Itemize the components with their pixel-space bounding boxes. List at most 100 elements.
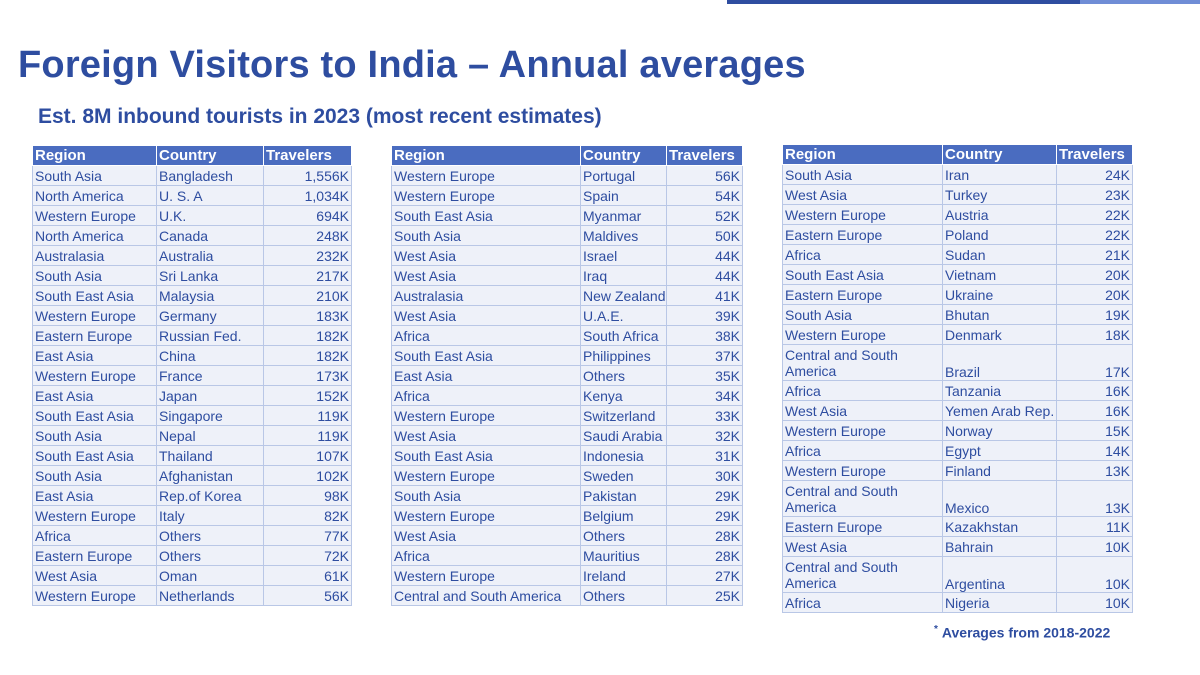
travelers-cell: 13K <box>1056 480 1133 517</box>
region-cell: South East Asia <box>391 345 581 366</box>
travelers-cell: 52K <box>666 205 743 226</box>
travelers-cell: 34K <box>666 385 743 406</box>
country-cell: Australia <box>156 245 264 266</box>
table-row: South Asia Bhutan 19K <box>782 304 1133 325</box>
table-row: West Asia Saudi Arabia 32K <box>391 425 743 446</box>
country-header: Country <box>156 145 264 166</box>
region-cell: Western Europe <box>32 205 157 226</box>
table-row: South East Asia Singapore 119K <box>32 405 352 426</box>
country-cell: Ukraine <box>942 284 1057 305</box>
table-body: South Asia Iran 24K West Asia Turkey 23K Weste… <box>782 164 1133 613</box>
travelers-cell: 50K <box>666 225 743 246</box>
table-row: South Asia Pakistan 29K <box>391 485 743 506</box>
country-cell: Others <box>580 585 667 606</box>
travelers-cell: 56K <box>263 585 352 606</box>
country-cell: Malaysia <box>156 285 264 306</box>
table-row: Africa South Africa 38K <box>391 325 743 346</box>
table-row: Africa Mauritius 28K <box>391 545 743 566</box>
travelers-cell: 77K <box>263 525 352 546</box>
table-row: Africa Kenya 34K <box>391 385 743 406</box>
region-cell: Australasia <box>391 285 581 306</box>
region-cell: Eastern Europe <box>782 284 943 305</box>
country-cell: Philippines <box>580 345 667 366</box>
table-row: Western Europe Switzerland 33K <box>391 405 743 426</box>
travelers-cell: 38K <box>666 325 743 346</box>
table-row: Africa Tanzania 16K <box>782 380 1133 401</box>
table-row: South Asia Iran 24K <box>782 164 1133 185</box>
country-cell: U.K. <box>156 205 264 226</box>
table-row: West Asia Iraq 44K <box>391 265 743 286</box>
header-row: Region Country Travelers <box>782 144 1133 165</box>
travelers-cell: 11K <box>1056 516 1133 537</box>
country-cell: Austria <box>942 204 1057 225</box>
page-title: Foreign Visitors to India – Annual avera… <box>18 44 806 86</box>
region-cell: East Asia <box>391 365 581 386</box>
region-cell: Africa <box>782 592 943 613</box>
travelers-cell: 21K <box>1056 244 1133 265</box>
table-row: Central and South America Brazil 17K <box>782 344 1133 381</box>
region-cell: East Asia <box>32 485 157 506</box>
region-cell: South Asia <box>391 225 581 246</box>
travelers-cell: 56K <box>666 165 743 186</box>
travelers-cell: 183K <box>263 305 352 326</box>
travelers-cell: 24K <box>1056 164 1133 185</box>
region-cell: Eastern Europe <box>782 516 943 537</box>
travelers-header: Travelers <box>1056 144 1133 165</box>
table-row: Australasia New Zealand 41K <box>391 285 743 306</box>
country-cell: Japan <box>156 385 264 406</box>
travelers-cell: 1,034K <box>263 185 352 206</box>
region-cell: West Asia <box>391 425 581 446</box>
travelers-header: Travelers <box>666 145 743 166</box>
country-cell: Others <box>580 365 667 386</box>
table-row: Western Europe Denmark 18K <box>782 324 1133 345</box>
country-cell: Tanzania <box>942 380 1057 401</box>
region-cell: South Asia <box>32 425 157 446</box>
country-cell: Bangladesh <box>156 165 264 186</box>
country-cell: Israel <box>580 245 667 266</box>
page-subtitle: Est. 8M inbound tourists in 2023 (most r… <box>38 105 602 128</box>
table-row: Western Europe Germany 183K <box>32 305 352 326</box>
region-cell: West Asia <box>391 525 581 546</box>
travelers-cell: 20K <box>1056 264 1133 285</box>
travelers-cell: 232K <box>263 245 352 266</box>
region-cell: West Asia <box>391 305 581 326</box>
travelers-cell: 41K <box>666 285 743 306</box>
region-cell: Western Europe <box>391 465 581 486</box>
country-cell: Nigeria <box>942 592 1057 613</box>
region-cell: Western Europe <box>391 405 581 426</box>
footnote-text: Averages from 2018-2022 <box>941 624 1111 641</box>
region-cell: Africa <box>391 385 581 406</box>
table-row: South Asia Bangladesh 1,556K <box>32 165 352 186</box>
table-row: North America Canada 248K <box>32 225 352 246</box>
travelers-cell: 102K <box>263 465 352 486</box>
table-row: East Asia Japan 152K <box>32 385 352 406</box>
table-row: North America U. S. A 1,034K <box>32 185 352 206</box>
table-row: West Asia Others 28K <box>391 525 743 546</box>
region-cell: Western Europe <box>782 460 943 481</box>
country-cell: Kazakhstan <box>942 516 1057 537</box>
table-row: East Asia Others 35K <box>391 365 743 386</box>
region-cell: Western Europe <box>391 565 581 586</box>
travelers-cell: 152K <box>263 385 352 406</box>
travelers-cell: 29K <box>666 485 743 506</box>
travelers-header: Travelers <box>263 145 352 166</box>
region-cell: Africa <box>782 440 943 461</box>
travelers-cell: 61K <box>263 565 352 586</box>
travelers-cell: 30K <box>666 465 743 486</box>
table-row: Central and South America Mexico 13K <box>782 480 1133 517</box>
travelers-cell: 54K <box>666 185 743 206</box>
table-row: Australasia Australia 232K <box>32 245 352 266</box>
travelers-cell: 25K <box>666 585 743 606</box>
country-cell: Sri Lanka <box>156 265 264 286</box>
table-row: South East Asia Myanmar 52K <box>391 205 743 226</box>
travelers-cell: 98K <box>263 485 352 506</box>
travelers-cell: 10K <box>1056 592 1133 613</box>
table-row: Western Europe Sweden 30K <box>391 465 743 486</box>
region-cell: Western Europe <box>391 165 581 186</box>
table-row: South East Asia Philippines 37K <box>391 345 743 366</box>
table-row: South Asia Afghanistan 102K <box>32 465 352 486</box>
travelers-cell: 17K <box>1056 344 1133 381</box>
travelers-cell: 182K <box>263 345 352 366</box>
table-row: South Asia Sri Lanka 217K <box>32 265 352 286</box>
country-cell: Iran <box>942 164 1057 185</box>
